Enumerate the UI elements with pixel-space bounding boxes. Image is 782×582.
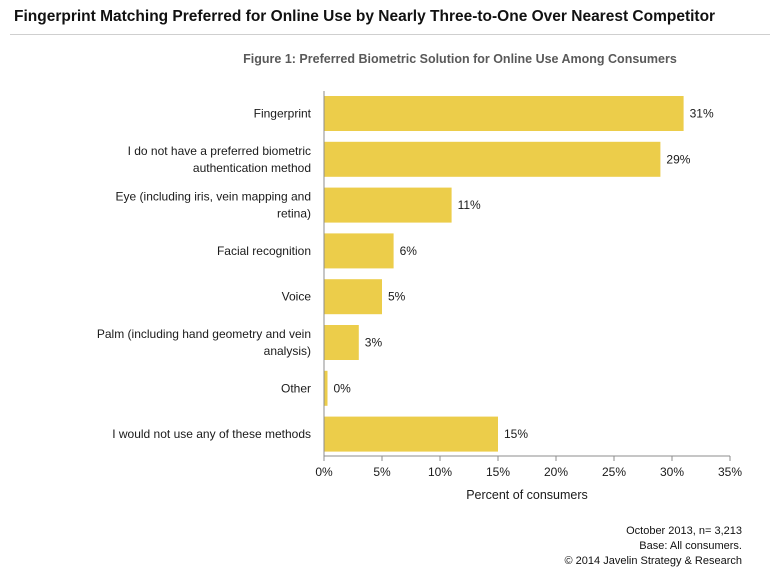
bar bbox=[324, 325, 359, 360]
source-line-base: Base: All consumers. bbox=[639, 540, 742, 552]
bar-chart: 31% Fingerprint 29% I do not have a preferr… bbox=[97, 91, 742, 502]
category-label: Voice bbox=[282, 290, 312, 304]
x-tick-label: 5% bbox=[373, 465, 391, 479]
category-label: Facial recognition bbox=[217, 244, 311, 258]
source-line-copyright: © 2014 Javelin Strategy & Research bbox=[564, 555, 742, 567]
x-tick-label: 35% bbox=[718, 465, 742, 479]
data-label: 0% bbox=[334, 381, 352, 395]
x-tick-label: 15% bbox=[486, 465, 510, 479]
source-note: October 2013, n= 3,213 Base: All consume… bbox=[565, 524, 742, 569]
source-line-date: October 2013, n= 3,213 bbox=[626, 525, 742, 537]
bar bbox=[324, 187, 452, 223]
figure-title: Figure 1: Preferred Biometric Solution f… bbox=[243, 52, 677, 66]
x-tick-label: 20% bbox=[544, 465, 568, 479]
category-label: analysis) bbox=[264, 344, 311, 358]
x-tick-label: 25% bbox=[602, 465, 626, 479]
data-label: 6% bbox=[400, 244, 418, 258]
category-label: I do not have a preferred biometric bbox=[128, 144, 311, 158]
data-label: 3% bbox=[365, 336, 383, 350]
headline-divider bbox=[10, 34, 770, 35]
x-tick-label: 10% bbox=[428, 465, 452, 479]
data-label: 5% bbox=[388, 290, 406, 304]
category-label: Palm (including hand geometry and vein bbox=[97, 327, 311, 341]
data-label: 31% bbox=[690, 107, 714, 121]
bar bbox=[324, 370, 328, 406]
bar bbox=[324, 141, 661, 177]
x-tick-label: 0% bbox=[315, 465, 333, 479]
page-headline: Fingerprint Matching Preferred for Onlin… bbox=[14, 8, 716, 25]
x-tick-label: 30% bbox=[660, 465, 684, 479]
bar bbox=[324, 416, 498, 452]
category-label: I would not use any of these methods bbox=[112, 427, 311, 441]
category-label: retina) bbox=[277, 207, 311, 221]
category-label: Fingerprint bbox=[254, 107, 312, 121]
data-label: 11% bbox=[458, 198, 481, 212]
category-label: authentication method bbox=[193, 161, 311, 175]
x-axis-title: Percent of consumers bbox=[466, 488, 588, 502]
bar bbox=[324, 279, 382, 315]
bar bbox=[324, 233, 394, 269]
category-label: Eye (including iris, vein mapping and bbox=[116, 190, 311, 204]
bar bbox=[324, 96, 684, 131]
data-label: 15% bbox=[504, 427, 528, 441]
category-label: Other bbox=[281, 381, 311, 395]
data-label: 29% bbox=[666, 152, 690, 166]
